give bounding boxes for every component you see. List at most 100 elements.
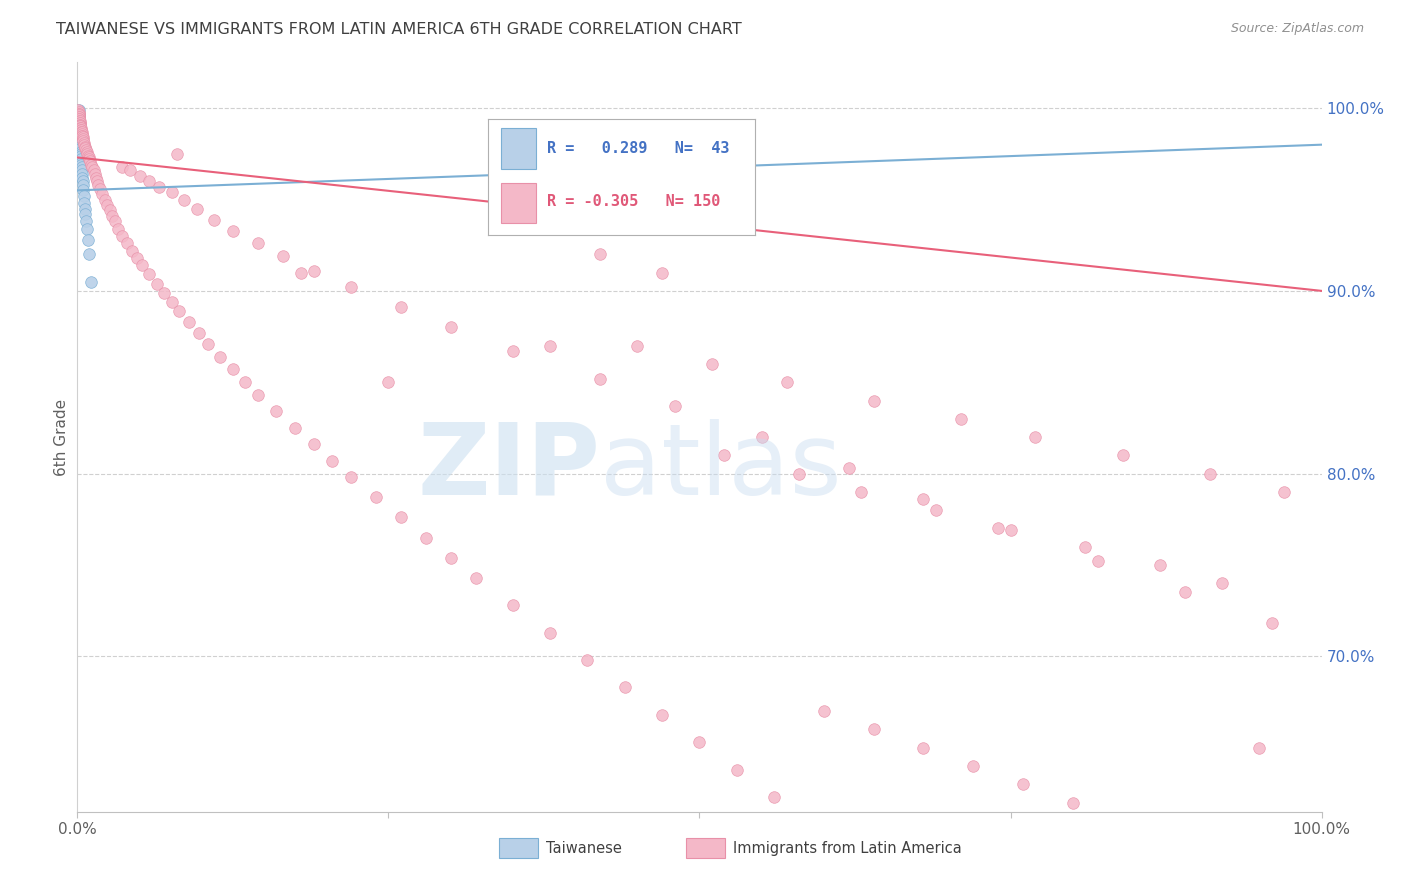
Point (775, 376, 797, 390)
Point (67, 103, 90, 117)
Point (118, 163, 141, 178)
Point (138, 174, 160, 188)
Point (69, 123, 91, 137)
Point (93, 193, 115, 207)
Point (69, 146, 91, 161)
Point (80, 275, 103, 289)
Point (69, 125, 91, 139)
Point (589, 247, 612, 261)
Point (72, 183, 94, 197)
Point (651, 266, 673, 280)
Point (89, 181, 111, 195)
Point (1024, 430, 1046, 444)
Point (1000, 523, 1022, 537)
Point (86, 174, 108, 188)
Point (266, 404, 288, 418)
Point (1012, 777, 1035, 791)
Point (83, 167, 105, 181)
Point (1087, 554, 1109, 568)
Point (1211, 576, 1233, 591)
Point (725, 763, 748, 777)
Point (67, 106, 90, 120)
Point (121, 244, 143, 258)
Point (70, 127, 93, 141)
Text: Source: ZipAtlas.com: Source: ZipAtlas.com (1230, 22, 1364, 36)
Point (67, 110, 90, 124)
Point (107, 221, 129, 235)
Point (222, 223, 245, 237)
Point (69, 148, 91, 162)
Point (440, 550, 463, 565)
Point (302, 264, 325, 278)
Point (87, 178, 110, 192)
Point (69, 116, 91, 130)
Point (69, 145, 91, 159)
Point (76, 221, 98, 235)
Point (70, 160, 93, 174)
Point (146, 277, 169, 291)
Point (138, 268, 160, 282)
Point (284, 421, 307, 435)
Point (160, 185, 183, 199)
Point (115, 236, 138, 251)
Point (166, 146, 188, 161)
Point (73, 139, 96, 153)
Point (271, 249, 294, 263)
Point (925, 503, 948, 517)
Point (72, 134, 94, 148)
Point (72, 174, 94, 188)
Point (389, 301, 412, 315)
Point (987, 521, 1010, 535)
Point (73, 137, 96, 152)
Point (128, 169, 150, 183)
Point (763, 790, 786, 805)
Point (1149, 558, 1171, 572)
Point (69, 128, 91, 143)
Point (69, 118, 91, 132)
Point (73, 196, 96, 211)
Point (1174, 585, 1197, 599)
Text: atlas: atlas (600, 418, 842, 516)
Point (1123, 814, 1146, 828)
Point (82, 160, 104, 174)
Point (67, 114, 90, 128)
Point (69, 121, 91, 136)
Point (1074, 540, 1097, 554)
Point (713, 448, 735, 462)
Point (377, 376, 399, 390)
Point (77, 151, 100, 165)
Point (340, 280, 363, 294)
Point (188, 326, 211, 340)
Point (69, 120, 91, 134)
Point (69, 121, 91, 136)
Point (70, 125, 93, 139)
Point (502, 598, 524, 612)
Point (69, 134, 91, 148)
Point (67, 116, 90, 130)
Point (651, 707, 673, 722)
Point (1062, 796, 1084, 810)
Point (502, 344, 524, 359)
Point (302, 437, 325, 451)
Text: Taiwanese: Taiwanese (546, 841, 621, 855)
Point (160, 294, 183, 309)
Point (153, 285, 176, 300)
Point (79, 154, 101, 169)
Point (69, 139, 91, 153)
Point (76, 146, 98, 161)
Point (67, 104, 90, 119)
Point (862, 393, 884, 408)
Point (838, 461, 860, 475)
Point (209, 350, 232, 364)
Point (1285, 850, 1308, 864)
Point (246, 388, 269, 402)
Point (626, 339, 648, 353)
Point (75, 141, 97, 155)
Point (813, 704, 835, 718)
Point (851, 484, 873, 499)
Point (125, 251, 148, 265)
Point (70, 158, 93, 172)
Point (70, 163, 93, 178)
Point (862, 723, 884, 737)
Y-axis label: 6th Grade: 6th Grade (53, 399, 69, 475)
